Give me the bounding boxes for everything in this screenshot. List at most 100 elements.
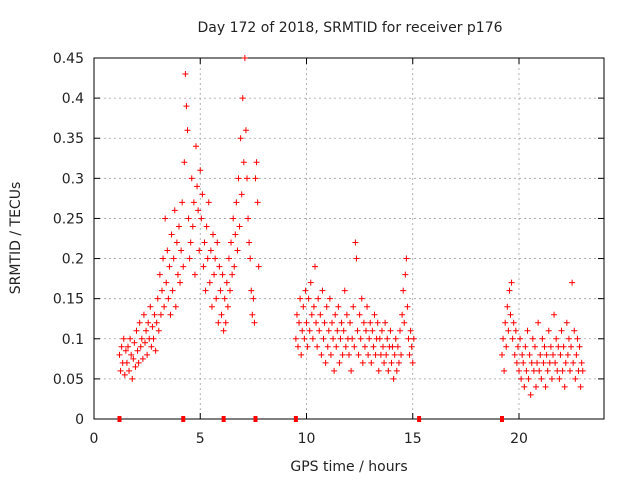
data-point [181,159,188,166]
data-point [312,263,318,270]
data-point [571,327,578,334]
data-point [190,199,197,206]
y-tick-label: 0.25 [53,211,84,227]
data-point [250,295,257,302]
data-point [561,383,568,390]
data-point [399,311,406,318]
data-point [577,383,584,390]
data-point [570,359,577,366]
data-point [537,351,544,358]
data-point [573,351,580,358]
data-point [172,303,179,310]
data-point [167,311,174,318]
data-point [173,239,180,246]
data-point [196,247,203,254]
data-point [229,271,236,278]
data-point [546,359,553,366]
data-point [408,343,415,350]
data-point [355,351,362,358]
data-point [319,287,326,294]
data-point [143,327,150,334]
data-point [296,319,303,326]
data-point [529,335,536,342]
data-point [540,359,547,366]
y-tick-label: 0.15 [53,292,84,308]
data-point [336,359,343,366]
data-point [169,287,176,294]
data-point [574,335,581,342]
data-point [364,303,371,310]
data-point [255,263,262,270]
data-point [165,295,172,302]
data-point [191,271,198,278]
data-point [563,319,570,326]
data-point [519,351,526,358]
data-point [410,335,417,342]
data-point [234,247,241,254]
data-point [359,359,366,366]
data-point [502,319,509,326]
data-point [400,287,407,294]
data-point [401,319,408,326]
data-point [539,335,546,342]
data-point [159,287,165,294]
data-point [121,371,128,378]
data-point [300,303,307,310]
data-point [552,359,559,366]
data-point [145,319,152,326]
data-point [235,175,242,182]
data-point [392,335,399,342]
data-point [306,327,313,334]
data-point [151,311,158,318]
data-point [154,295,161,302]
data-point [302,287,309,294]
data-point [520,359,527,366]
data-point [367,319,374,326]
data-point [501,367,508,374]
data-point [221,295,228,302]
data-points [116,55,586,398]
data-point [542,383,549,390]
data-point [358,295,365,302]
data-point [381,359,388,366]
data-point [236,223,243,230]
data-point [147,303,154,310]
data-point [187,239,194,246]
data-point [213,295,220,302]
data-point [313,319,320,326]
data-point [555,343,562,350]
data-point [298,351,305,358]
data-point [534,359,541,366]
data-point [228,239,235,246]
y-tick-label: 0.45 [53,51,84,67]
data-point [292,335,299,342]
data-point [384,335,391,342]
data-point [376,335,383,342]
plot-frame [93,57,605,420]
data-point [350,303,357,310]
data-point [383,351,390,358]
data-point [499,351,505,358]
data-point [242,127,249,134]
data-point [245,215,252,222]
data-point [153,319,160,326]
data-point [149,323,156,330]
x-tick-label: 5 [196,431,205,447]
data-point [390,375,397,382]
data-point [500,335,507,342]
data-point [370,343,377,350]
data-point [544,367,551,374]
data-point [405,335,412,342]
data-point [363,327,369,334]
data-point [188,175,195,182]
data-point [211,271,218,278]
data-point [407,327,414,334]
data-point [184,127,191,134]
data-point [403,255,410,262]
data-point [557,351,564,358]
data-point [144,351,151,358]
data-point [134,347,141,354]
data-point [137,343,144,350]
data-point [398,351,405,358]
